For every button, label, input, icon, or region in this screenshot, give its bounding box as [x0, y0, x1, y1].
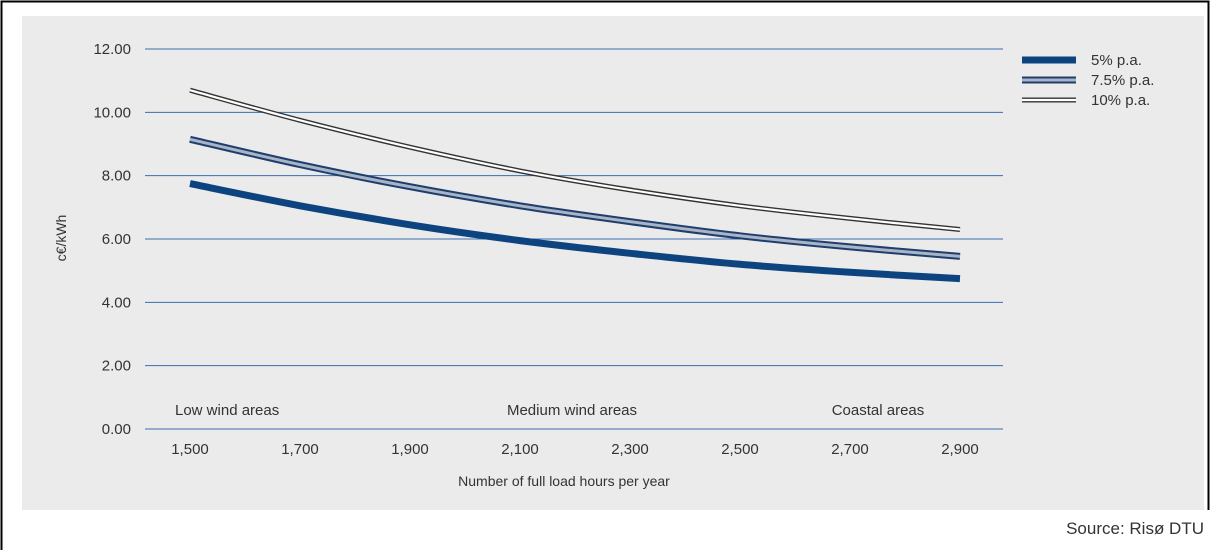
- legend-item: 5% p.a.: [1022, 52, 1142, 69]
- x-tick-label: 1,500: [171, 441, 209, 458]
- region-label: Low wind areas: [175, 402, 279, 419]
- series-line: [189, 135, 961, 260]
- y-tick-label: 10.00: [93, 104, 131, 121]
- legend-item: 7.5% p.a.: [1022, 72, 1154, 89]
- x-axis-title: Number of full load hours per year: [458, 473, 670, 489]
- series-line: [189, 87, 961, 232]
- y-tick-label: 6.00: [102, 231, 131, 248]
- x-tick-label: 1,900: [391, 441, 429, 458]
- x-tick-label: 1,700: [281, 441, 319, 458]
- legend-label: 10% p.a.: [1091, 92, 1150, 109]
- gridlines: [145, 48, 1003, 430]
- x-tick-label: 2,100: [501, 441, 539, 458]
- x-tick-label: 2,500: [721, 441, 759, 458]
- legend-label: 5% p.a.: [1091, 52, 1142, 69]
- y-tick-label: 12.00: [93, 41, 131, 58]
- region-labels: Low wind areas Medium wind areas Coastal a…: [175, 402, 924, 419]
- y-tick-label: 2.00: [102, 358, 131, 375]
- chart-panel-background: [22, 16, 1204, 510]
- series-lines: [189, 87, 961, 283]
- source-note: Source: Risø DTU: [1066, 519, 1204, 538]
- y-tick-label: 4.00: [102, 294, 131, 311]
- series-stroke: [189, 180, 961, 283]
- x-tick-label: 2,900: [941, 441, 979, 458]
- series-line: [189, 180, 961, 283]
- y-tick-labels: 0.00 2.00 4.00 6.00 8.00 10.00 12.00: [93, 41, 131, 438]
- y-axis-title: c€/kWh: [53, 215, 69, 262]
- legend-label: 7.5% p.a.: [1091, 72, 1154, 89]
- series-stroke: [189, 89, 961, 231]
- y-tick-label: 8.00: [102, 168, 131, 185]
- x-tick-labels: 1,500 1,700 1,900 2,100 2,300 2,500 2,700 2,900: [171, 441, 979, 458]
- region-label: Coastal areas: [832, 402, 925, 419]
- legend: 5% p.a. 7.5% p.a. 10% p.a.: [1022, 52, 1154, 109]
- series-stroke: [189, 137, 961, 258]
- legend-item: 10% p.a.: [1022, 92, 1150, 109]
- x-tick-label: 2,300: [611, 441, 649, 458]
- x-tick-label: 2,700: [831, 441, 869, 458]
- y-tick-label: 0.00: [102, 421, 131, 438]
- region-label: Medium wind areas: [507, 402, 637, 419]
